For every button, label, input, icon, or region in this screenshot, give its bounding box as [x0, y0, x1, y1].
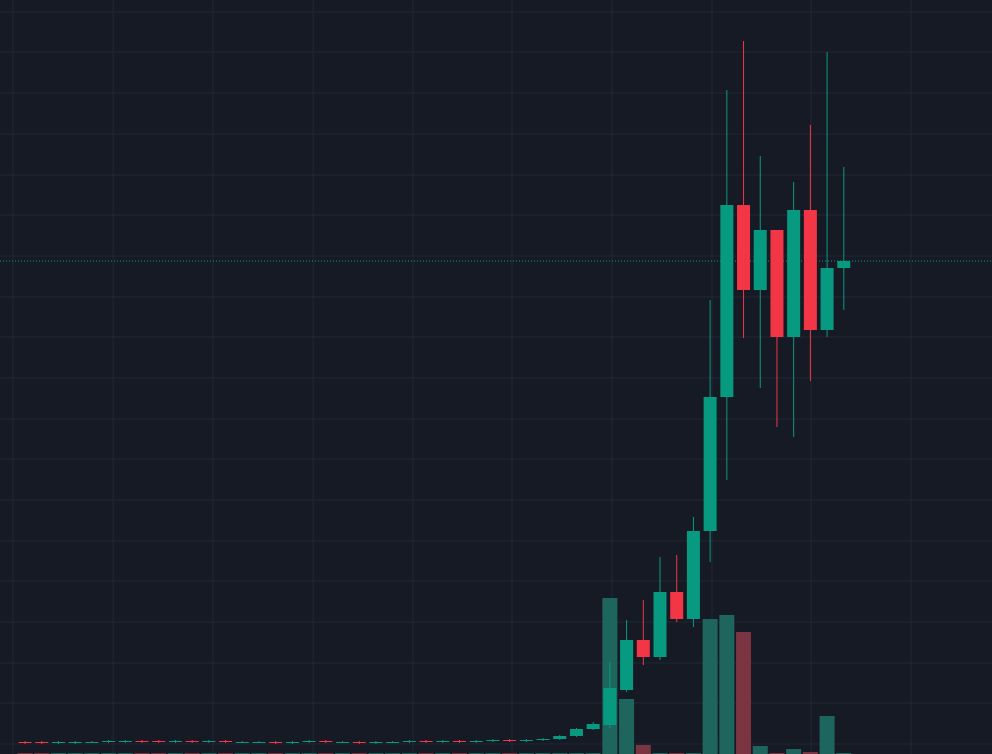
candle-body — [152, 741, 166, 742]
candle-body — [252, 742, 266, 743]
candle-body — [519, 740, 533, 741]
candle-body — [235, 742, 249, 743]
volume-bar — [635, 745, 651, 754]
candle-body — [319, 741, 333, 742]
volume-bar — [702, 619, 718, 754]
candle-body — [402, 741, 416, 742]
volume-bar — [619, 699, 635, 754]
candle-body — [686, 531, 700, 619]
candle-body — [737, 205, 751, 290]
candle-body — [703, 397, 717, 531]
candle-body — [753, 230, 767, 290]
candle-body — [787, 210, 801, 337]
candle-body — [837, 261, 851, 268]
candle-body — [803, 210, 817, 330]
candle-body — [51, 742, 65, 743]
volume-bar — [736, 632, 752, 754]
candle-body — [386, 742, 400, 743]
candle-body — [486, 740, 500, 741]
candle-body — [603, 688, 617, 725]
volume-bar — [752, 746, 768, 754]
volume-bar — [819, 716, 835, 754]
candle-body — [352, 742, 366, 743]
candle-body — [419, 741, 433, 742]
candle-body — [35, 742, 49, 743]
candle-body — [536, 739, 550, 740]
candle-body — [469, 741, 483, 742]
candle-body — [569, 729, 583, 736]
candle-body — [653, 592, 667, 657]
candle-body — [302, 741, 316, 742]
volume-bar — [719, 615, 735, 754]
volume-bar — [786, 749, 802, 754]
candle-body — [68, 742, 82, 743]
candle-body — [620, 640, 634, 690]
candle-body — [85, 742, 99, 743]
candle-body — [168, 741, 182, 742]
candle-body — [720, 205, 734, 397]
candle-body — [336, 742, 350, 743]
candle-body — [670, 592, 684, 619]
candle-body — [820, 268, 834, 330]
candle-body — [636, 640, 650, 657]
candle-body — [553, 736, 567, 739]
candle-body — [436, 741, 450, 742]
candle-body — [219, 741, 233, 742]
candle-body — [202, 741, 216, 742]
candle-body — [452, 741, 466, 742]
candle-body — [185, 741, 199, 742]
candle-body — [285, 742, 299, 743]
candle-body — [135, 741, 149, 742]
candle-body — [586, 724, 600, 729]
candle-body — [18, 742, 32, 743]
volume-bar — [802, 752, 818, 754]
candle-body — [503, 740, 517, 741]
candle-body — [102, 741, 116, 742]
candle-body — [118, 741, 132, 742]
candle-body — [369, 742, 383, 743]
candle-body — [770, 230, 784, 337]
candle-body — [269, 742, 283, 743]
